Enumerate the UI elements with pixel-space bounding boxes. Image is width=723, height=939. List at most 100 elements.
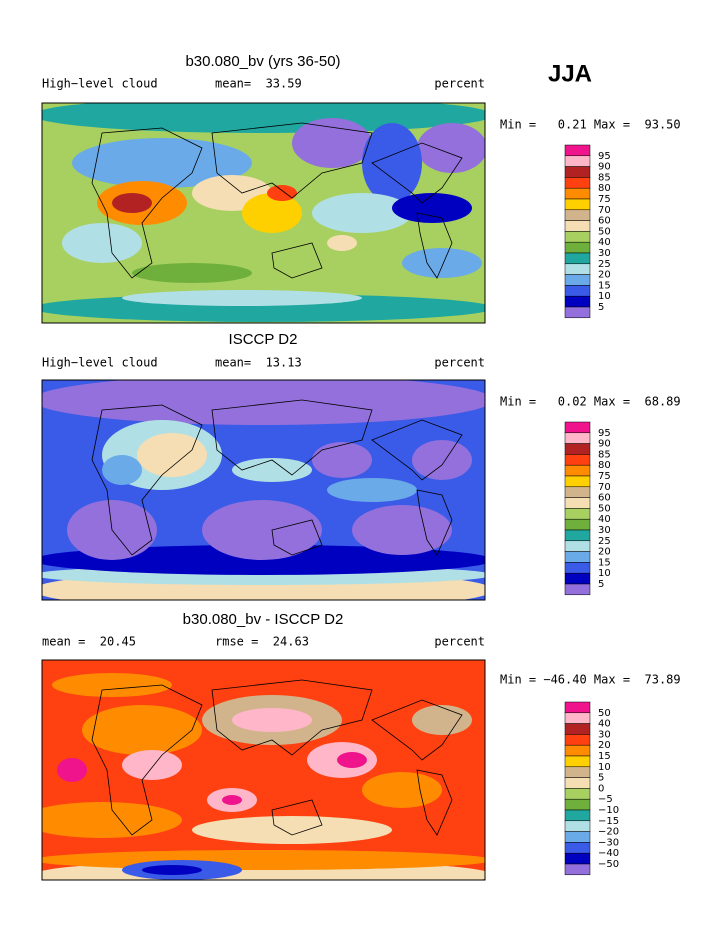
coastline — [416, 212, 453, 279]
contour-region — [52, 673, 172, 697]
panel-title: b30.080_bv (yrs 36-50) — [185, 53, 340, 70]
colorbar-box — [564, 432, 591, 444]
colorbar-box — [564, 723, 591, 735]
colorbar-label: −10 — [598, 805, 619, 816]
colorbar-box — [564, 712, 591, 724]
coastline — [371, 419, 463, 481]
contour-region — [82, 705, 202, 755]
colorbar-label: 95 — [598, 151, 611, 162]
colorbar-box — [564, 177, 591, 189]
contour-region — [412, 705, 472, 735]
contour-region — [112, 193, 152, 213]
map-frame — [41, 102, 486, 324]
map-frame — [41, 659, 486, 881]
coastline — [91, 404, 203, 556]
contour-region — [42, 380, 485, 425]
colorbar-box — [564, 562, 591, 574]
min-max: Min = −46.40 Max = 73.89 — [500, 673, 681, 687]
contour-region — [402, 248, 482, 278]
panel-right-label: percent — [434, 356, 485, 370]
colorbar-box — [564, 497, 591, 509]
colorbar-label: 30 — [598, 248, 611, 259]
colorbar-box — [564, 166, 591, 178]
coastline — [91, 127, 203, 279]
colorbar-label: 90 — [598, 162, 611, 173]
colorbar-label: 20 — [598, 270, 611, 281]
coastline — [211, 399, 373, 476]
colorbar-label: −40 — [598, 848, 619, 859]
colorbar-box — [564, 464, 591, 477]
contour-region — [102, 455, 142, 485]
contour-region — [362, 772, 442, 808]
colorbar-box — [564, 475, 591, 488]
map — [42, 103, 485, 323]
panel-center-label: rmse = 24.63 — [215, 635, 309, 649]
colorbar-label: 20 — [598, 547, 611, 558]
contour-region — [417, 123, 485, 173]
season-title: JJA — [548, 60, 592, 87]
contour-region — [42, 802, 182, 838]
colorbar-box — [564, 241, 591, 254]
colorbar-box — [564, 809, 591, 822]
contour-region — [202, 500, 322, 560]
colorbar-box — [564, 551, 591, 563]
colorbar-box — [564, 852, 591, 865]
colorbar-box — [564, 766, 591, 778]
contour-region — [142, 865, 202, 875]
colorbar-label: 40 — [598, 237, 611, 248]
colorbar-box — [564, 798, 591, 811]
panel-left-label: High−level cloud — [42, 77, 158, 91]
colorbar-box — [564, 734, 591, 746]
colorbar-label: 25 — [598, 536, 611, 547]
colorbar-label: 15 — [598, 751, 611, 762]
min-max: Min = 0.21 Max = 93.50 — [500, 118, 681, 132]
colorbar-box — [564, 187, 591, 200]
contour-region — [352, 505, 452, 555]
colorbar-label: 60 — [598, 216, 611, 227]
contour-region — [72, 138, 252, 188]
colorbar-label: 50 — [598, 503, 611, 514]
colorbar-box — [564, 788, 591, 800]
colorbar-box — [564, 421, 591, 434]
colorbar-box — [564, 863, 591, 876]
contour-region — [412, 440, 472, 480]
colorbar-label: −15 — [598, 816, 619, 827]
panel-center-label: mean= 33.59 — [215, 77, 302, 91]
colorbar-label: 75 — [598, 471, 611, 482]
contour-region — [392, 193, 472, 223]
colorbar-box — [564, 155, 591, 167]
map — [42, 380, 485, 600]
contour-region — [312, 442, 372, 478]
contour-region — [292, 118, 372, 168]
contour-region — [337, 752, 367, 768]
colorbar-label: 75 — [598, 194, 611, 205]
colorbar-box — [564, 220, 591, 232]
contour-region — [327, 478, 417, 502]
colorbar-label: −5 — [598, 794, 613, 805]
colorbar-label: 70 — [598, 205, 611, 216]
coastline — [371, 142, 463, 204]
colorbar-label: 80 — [598, 460, 611, 471]
colorbar-label: 20 — [598, 740, 611, 751]
coastline — [271, 799, 323, 836]
panel-right-label: percent — [434, 77, 485, 91]
colorbar-box — [564, 508, 591, 520]
contour-region — [132, 263, 252, 283]
colorbar-box — [564, 583, 591, 596]
colorbar-label: 85 — [598, 449, 611, 460]
coastline — [371, 699, 463, 761]
contour-region — [57, 758, 87, 782]
colorbar-label: 10 — [598, 568, 611, 579]
colorbar-label: −30 — [598, 837, 619, 848]
colorbar-label: 30 — [598, 525, 611, 536]
colorbar-label: 40 — [598, 514, 611, 525]
contour-region — [122, 290, 362, 306]
contour-region — [122, 750, 182, 780]
min-max: Min = 0.02 Max = 68.89 — [500, 395, 681, 409]
colorbar-box — [564, 701, 591, 714]
panel-title: b30.080_bv - ISCCP D2 — [183, 611, 344, 628]
panel-left-label: mean = 20.45 — [42, 635, 136, 649]
contour-region — [62, 223, 142, 263]
colorbar-label: 5 — [598, 773, 604, 784]
contour-region — [137, 433, 207, 477]
